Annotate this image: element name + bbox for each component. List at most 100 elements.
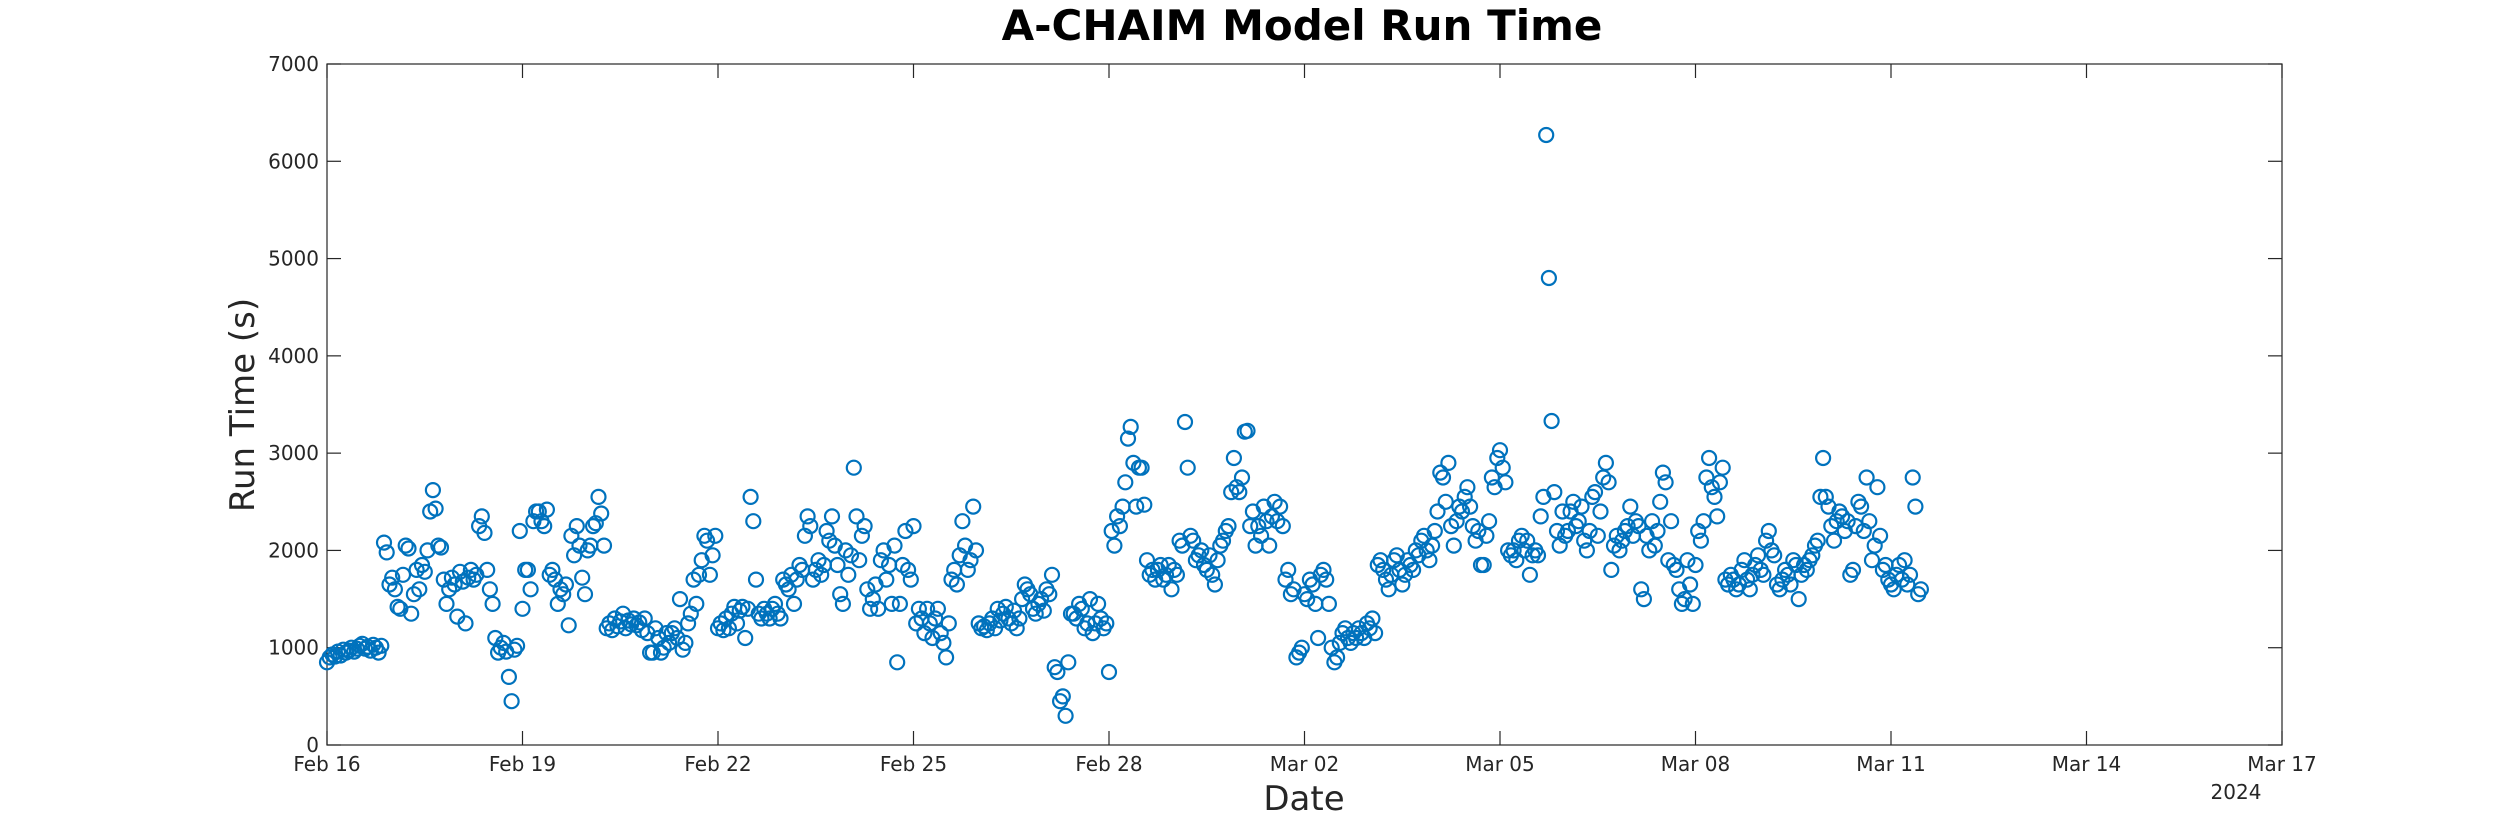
- data-point: [1516, 542, 1533, 559]
- data-point: [829, 556, 846, 574]
- data-point: [1907, 498, 1924, 515]
- data-point: [1706, 488, 1723, 505]
- data-point: [679, 615, 697, 632]
- data-point: [1809, 532, 1826, 549]
- data-point: [1828, 513, 1845, 530]
- data-point: [432, 539, 450, 556]
- chart-title: A-CHAIM Model Run Time: [1002, 1, 1603, 50]
- data-point: [1293, 639, 1310, 656]
- data-point: [1592, 503, 1609, 520]
- data-point: [1578, 542, 1596, 559]
- data-point: [818, 522, 835, 540]
- data-point: [1657, 474, 1674, 491]
- data-point: [889, 654, 906, 671]
- data-point: [1839, 513, 1856, 530]
- data-point: [1774, 571, 1791, 588]
- data-point: [937, 649, 955, 666]
- data-point: [1347, 629, 1365, 647]
- data-point: [1540, 269, 1558, 287]
- data-point: [837, 542, 854, 559]
- data-point: [1136, 496, 1153, 513]
- data-point: [508, 637, 526, 654]
- data-point: [411, 581, 428, 598]
- data-point: [1008, 620, 1025, 637]
- data-point: [430, 537, 447, 554]
- data-point: [660, 634, 678, 652]
- data-point: [389, 598, 406, 616]
- y-tick-label: 4000: [268, 344, 319, 368]
- data-point: [1239, 422, 1256, 439]
- data-point: [506, 641, 523, 658]
- data-point: [1633, 581, 1650, 598]
- data-point: [671, 590, 689, 608]
- data-point: [1271, 498, 1289, 515]
- data-point: [1214, 532, 1232, 549]
- data-point: [1426, 522, 1443, 540]
- data-point: [1225, 449, 1243, 467]
- data-point: [1459, 479, 1476, 496]
- data-point: [1912, 581, 1930, 598]
- data-point: [1766, 547, 1783, 564]
- data-point: [1342, 634, 1359, 652]
- data-point: [1901, 566, 1919, 583]
- data-point: [511, 522, 528, 540]
- data-point: [1790, 590, 1807, 608]
- data-point: [484, 595, 501, 613]
- data-point: [519, 561, 537, 579]
- data-point: [807, 561, 824, 579]
- data-point: [1662, 513, 1680, 530]
- data-point: [1896, 552, 1913, 569]
- data-point: [1589, 527, 1606, 544]
- data-point: [1700, 449, 1718, 467]
- data-point: [965, 498, 982, 515]
- data-point: [910, 600, 928, 617]
- data-point: [832, 586, 849, 603]
- data-point: [1434, 469, 1452, 486]
- data-point: [813, 566, 830, 583]
- data-point: [1035, 602, 1052, 619]
- data-point: [416, 563, 433, 580]
- data-point: [1546, 484, 1563, 501]
- data-point: [337, 644, 355, 661]
- data-point: [1611, 542, 1628, 559]
- data-point: [766, 595, 784, 613]
- data-point: [1176, 413, 1194, 431]
- data-point: [1429, 503, 1446, 520]
- data-point: [932, 624, 949, 642]
- data-point: [1684, 595, 1701, 613]
- y-tick-label: 6000: [268, 149, 319, 173]
- data-point: [1163, 581, 1180, 598]
- data-point: [704, 547, 721, 564]
- data-point: [1798, 561, 1815, 579]
- y-tick-label: 7000: [268, 52, 319, 76]
- data-point: [1714, 459, 1731, 476]
- data-point: [1654, 464, 1672, 481]
- data-point: [1201, 547, 1218, 564]
- data-point: [1233, 469, 1251, 486]
- data-point: [1361, 620, 1378, 637]
- data-point: [1073, 600, 1090, 617]
- data-point: [1098, 615, 1115, 632]
- data-point: [1204, 566, 1221, 583]
- data-point: [685, 571, 702, 588]
- data-point: [538, 501, 556, 518]
- data-point: [476, 524, 493, 542]
- data-point: [1812, 488, 1829, 505]
- data-point: [1532, 508, 1549, 525]
- data-point: [1899, 576, 1916, 593]
- data-point: [1442, 517, 1460, 535]
- data-point: [731, 602, 748, 619]
- data-point: [1168, 566, 1186, 583]
- data-point: [1092, 610, 1110, 627]
- data-point: [1858, 469, 1875, 486]
- data-point: [943, 571, 960, 588]
- data-point: [1652, 493, 1669, 510]
- data-point: [1185, 532, 1202, 549]
- data-point: [1760, 522, 1777, 540]
- x-tick-label: Feb 25: [880, 752, 947, 776]
- x-tick-label: Mar 08: [1661, 752, 1731, 776]
- data-point: [1630, 517, 1647, 535]
- data-point: [927, 610, 944, 627]
- data-point: [1206, 576, 1224, 593]
- data-point: [698, 532, 716, 549]
